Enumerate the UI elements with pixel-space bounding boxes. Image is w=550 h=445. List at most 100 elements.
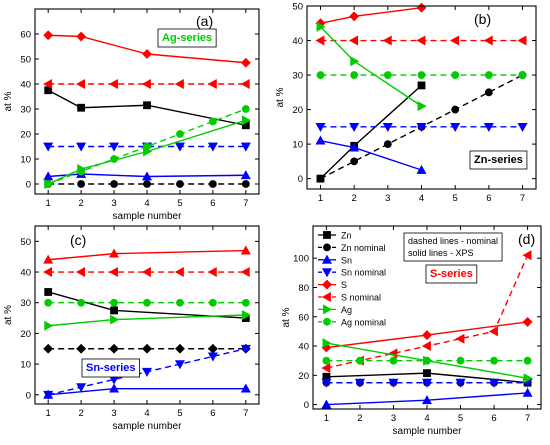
data-point (174, 78, 184, 90)
x-tick-label: 2 (78, 408, 83, 419)
data-point (522, 250, 532, 261)
data-point (522, 387, 533, 397)
series-tag: Sn-series (86, 362, 136, 374)
series-line-0 (44, 288, 250, 322)
y-tick-label: 20 (298, 371, 309, 382)
note-box: dashed lines - nominal solid lines - XPS (403, 232, 503, 262)
data-point (141, 367, 153, 377)
x-tick-label: 2 (357, 413, 362, 424)
x-tick-label: 7 (243, 408, 248, 419)
plot-frame (312, 225, 542, 410)
data-point (44, 320, 54, 331)
data-point (207, 343, 218, 354)
data-point (484, 71, 493, 79)
series-line-2 (43, 383, 251, 399)
data-point (240, 245, 251, 255)
x-tick-label: 2 (351, 193, 356, 204)
data-point (456, 356, 465, 365)
series-line-4 (315, 2, 427, 29)
plot-frame (306, 5, 537, 190)
x-tick-label: 4 (419, 193, 424, 204)
data-point (241, 298, 250, 307)
data-point (417, 81, 426, 90)
series-line-7 (322, 356, 532, 365)
series-tag: Zn-series (474, 154, 523, 166)
data-point (241, 105, 250, 113)
y-tick-label: 60 (298, 312, 309, 323)
data-point (241, 115, 251, 126)
data-point (316, 71, 325, 79)
x-tick-label: 2 (78, 198, 83, 209)
data-point (382, 122, 393, 132)
data-point (350, 71, 359, 79)
y-tick-label: 50 (20, 237, 31, 248)
y-tick-label: 40 (292, 36, 303, 47)
data-point (109, 383, 120, 393)
x-tick-label: 7 (243, 198, 248, 209)
data-point (240, 344, 251, 354)
data-point (321, 362, 331, 374)
data-point (174, 142, 185, 152)
data-point (315, 35, 325, 46)
series-tag-box (157, 28, 217, 48)
data-point (349, 142, 360, 152)
x-tick-label: 7 (520, 193, 525, 204)
data-point (108, 78, 118, 90)
y-tick-label: 50 (292, 2, 303, 13)
data-point (383, 71, 392, 79)
data-point (141, 267, 151, 278)
series-line-5 (43, 267, 250, 278)
series-tag: Ag-series (162, 32, 212, 44)
data-point (417, 71, 426, 79)
legend-label: Zn nominal (341, 243, 386, 253)
data-point (240, 267, 250, 278)
y-tick-label: 80 (298, 283, 309, 294)
panel-label: (c) (70, 232, 86, 248)
series-line-2 (321, 387, 533, 409)
data-point (110, 155, 118, 163)
data-point (382, 35, 392, 46)
x-tick-label: 1 (318, 193, 323, 204)
data-point (110, 298, 118, 307)
data-point (207, 78, 217, 90)
data-point (422, 330, 432, 340)
data-point (43, 390, 54, 400)
series-line-7 (44, 105, 250, 188)
data-point (423, 369, 431, 378)
legend-label: Sn nominal (341, 268, 386, 278)
series-line-3 (43, 344, 251, 400)
series-line-7 (316, 71, 527, 79)
y-tick-label: 100 (293, 254, 309, 265)
data-point (43, 78, 53, 90)
series-line-5 (43, 78, 250, 90)
y-axis-label: at % (275, 87, 286, 107)
data-point (207, 267, 217, 278)
series-path (320, 7, 422, 24)
y-tick-label: 0 (304, 400, 309, 411)
chart-panel-d: 1 2 3 4 5 6 7 0 20 40 60 80 100 sample number at % (d) S… (281, 225, 542, 437)
data-point (110, 306, 118, 315)
data-point (240, 57, 251, 68)
y-tick-label: 0 (26, 180, 31, 191)
data-point (207, 352, 218, 362)
data-point (349, 35, 359, 46)
data-point (141, 78, 151, 90)
data-point (451, 105, 460, 114)
y-tick-label: 10 (292, 140, 303, 151)
note-line: dashed lines - nominal (408, 236, 498, 246)
y-tick-label: 40 (298, 342, 309, 353)
data-point (76, 343, 87, 354)
legend-marker (323, 304, 333, 315)
y-tick-label: 60 (20, 30, 31, 41)
x-tick-label: 5 (177, 198, 182, 209)
chart-panel-b: 1 2 3 4 5 6 7 0 10 20 30 40 50 at % (b) Zn-series (275, 2, 537, 204)
data-point (143, 180, 151, 188)
data-point (142, 343, 152, 354)
data-point (315, 122, 326, 132)
series-path (48, 173, 246, 178)
data-point (143, 101, 151, 110)
series-line-2 (315, 135, 427, 174)
legend-entry: Sn nominal (318, 268, 386, 278)
series-line-5 (315, 35, 527, 46)
